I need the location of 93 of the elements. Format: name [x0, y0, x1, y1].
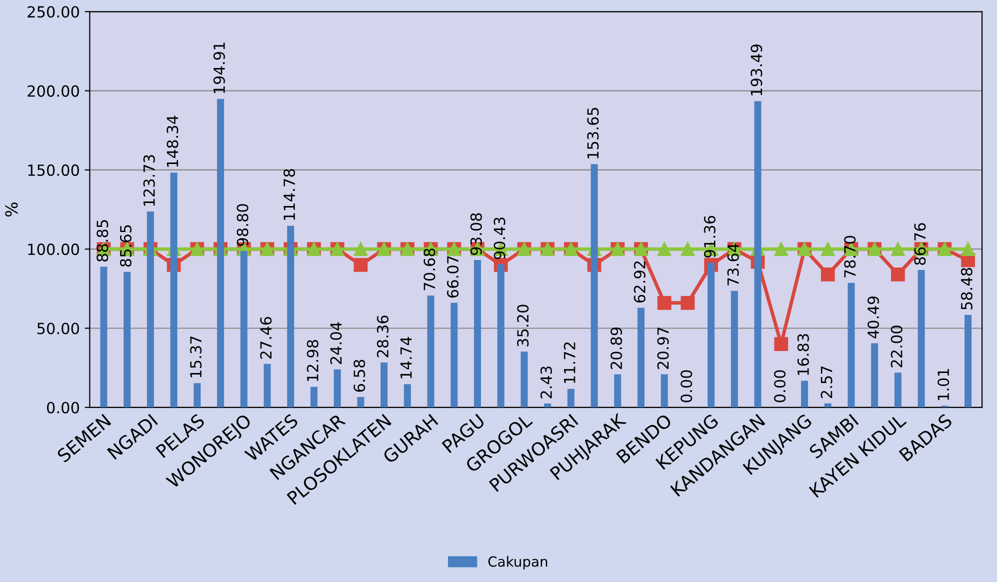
bar — [590, 164, 598, 408]
bar — [497, 264, 504, 408]
point — [820, 242, 835, 256]
point — [961, 242, 975, 256]
data-label: 62.92 — [634, 261, 646, 303]
data-label: 194.91 — [213, 42, 225, 94]
data-label: 20.89 — [610, 328, 622, 370]
data-label: 20.97 — [657, 328, 669, 369]
data-label: 28.36 — [376, 316, 388, 358]
data-label: 98.80 — [236, 204, 248, 246]
data-label: 2.43 — [540, 366, 552, 398]
bar — [754, 101, 762, 408]
bar — [124, 272, 131, 408]
bar — [474, 260, 481, 408]
data-label: 123.73 — [143, 155, 155, 206]
data-label: 91.36 — [704, 216, 716, 258]
point — [774, 337, 788, 352]
data-label: 14.74 — [400, 337, 412, 378]
data-label: 58.48 — [960, 268, 972, 310]
bar — [801, 380, 808, 408]
bar — [520, 352, 528, 408]
data-label: 12.98 — [306, 340, 318, 382]
data-label: 86.76 — [914, 223, 926, 265]
bar — [427, 296, 434, 408]
data-label: 0.00 — [774, 370, 786, 402]
point — [657, 296, 672, 310]
point — [820, 267, 835, 282]
bar — [614, 374, 622, 408]
bar — [287, 226, 294, 408]
bar — [871, 343, 878, 408]
bar — [450, 302, 458, 408]
bar — [334, 369, 341, 408]
data-label: 24.04 — [330, 322, 342, 364]
y-tick-label: 100.00 — [28, 244, 79, 256]
data-label: 78.70 — [844, 236, 856, 278]
data-label: 15.37 — [190, 336, 202, 378]
y-axis-title: % — [5, 202, 18, 217]
data-label: 114.78 — [283, 169, 296, 220]
bar — [544, 404, 552, 408]
y-tick-label: 150.00 — [28, 164, 79, 176]
data-label: 27.46 — [260, 316, 272, 359]
point — [891, 267, 905, 282]
point — [680, 296, 695, 310]
data-label: 16.83 — [797, 334, 809, 375]
data-label: 193.49 — [750, 44, 762, 96]
bar — [146, 212, 154, 408]
data-label: 73.64 — [727, 244, 739, 286]
bar — [194, 383, 201, 408]
bar — [708, 262, 715, 408]
data-label: 11.72 — [564, 342, 576, 383]
point — [891, 242, 905, 256]
data-label: 66.07 — [447, 256, 459, 298]
point — [354, 258, 368, 272]
bar — [380, 362, 388, 408]
point — [657, 242, 672, 256]
data-label: 0.00 — [680, 370, 692, 402]
point — [774, 242, 788, 256]
bar — [240, 250, 248, 408]
data-label: 85.65 — [120, 225, 132, 267]
data-label: 22.00 — [890, 326, 902, 368]
bar — [660, 374, 668, 408]
bar — [404, 384, 411, 408]
data-label: 35.20 — [517, 304, 529, 346]
data-label: 88.85 — [96, 220, 108, 262]
point — [680, 242, 695, 256]
data-label: 93.08 — [470, 213, 482, 255]
bar — [170, 172, 178, 408]
data-label: 2.57 — [820, 366, 832, 398]
data-label: 153.65 — [587, 108, 599, 158]
data-label: 6.58 — [354, 360, 366, 392]
data-label: 70.68 — [424, 248, 436, 290]
bar — [964, 314, 972, 408]
point — [354, 242, 368, 256]
data-label: 90.43 — [494, 218, 506, 260]
y-tick-label: 0.00 — [47, 402, 79, 414]
y-tick-label: 250.00 — [28, 6, 79, 18]
y-tick-label: 200.00 — [28, 85, 79, 97]
data-label: 148.34 — [166, 116, 178, 167]
bar — [638, 308, 645, 408]
bar — [217, 98, 224, 408]
bar — [100, 266, 108, 408]
data-label: 40.49 — [867, 296, 880, 338]
bar — [264, 364, 271, 408]
bar — [730, 290, 738, 408]
bar — [310, 386, 318, 408]
legend-label: Cakupan — [488, 556, 548, 570]
bar — [357, 396, 364, 408]
data-label: 1.01 — [938, 369, 950, 400]
bar — [918, 270, 925, 408]
bar — [567, 388, 574, 408]
y-tick-label: 50.00 — [37, 322, 79, 334]
bar — [848, 282, 855, 408]
bar — [894, 372, 902, 408]
